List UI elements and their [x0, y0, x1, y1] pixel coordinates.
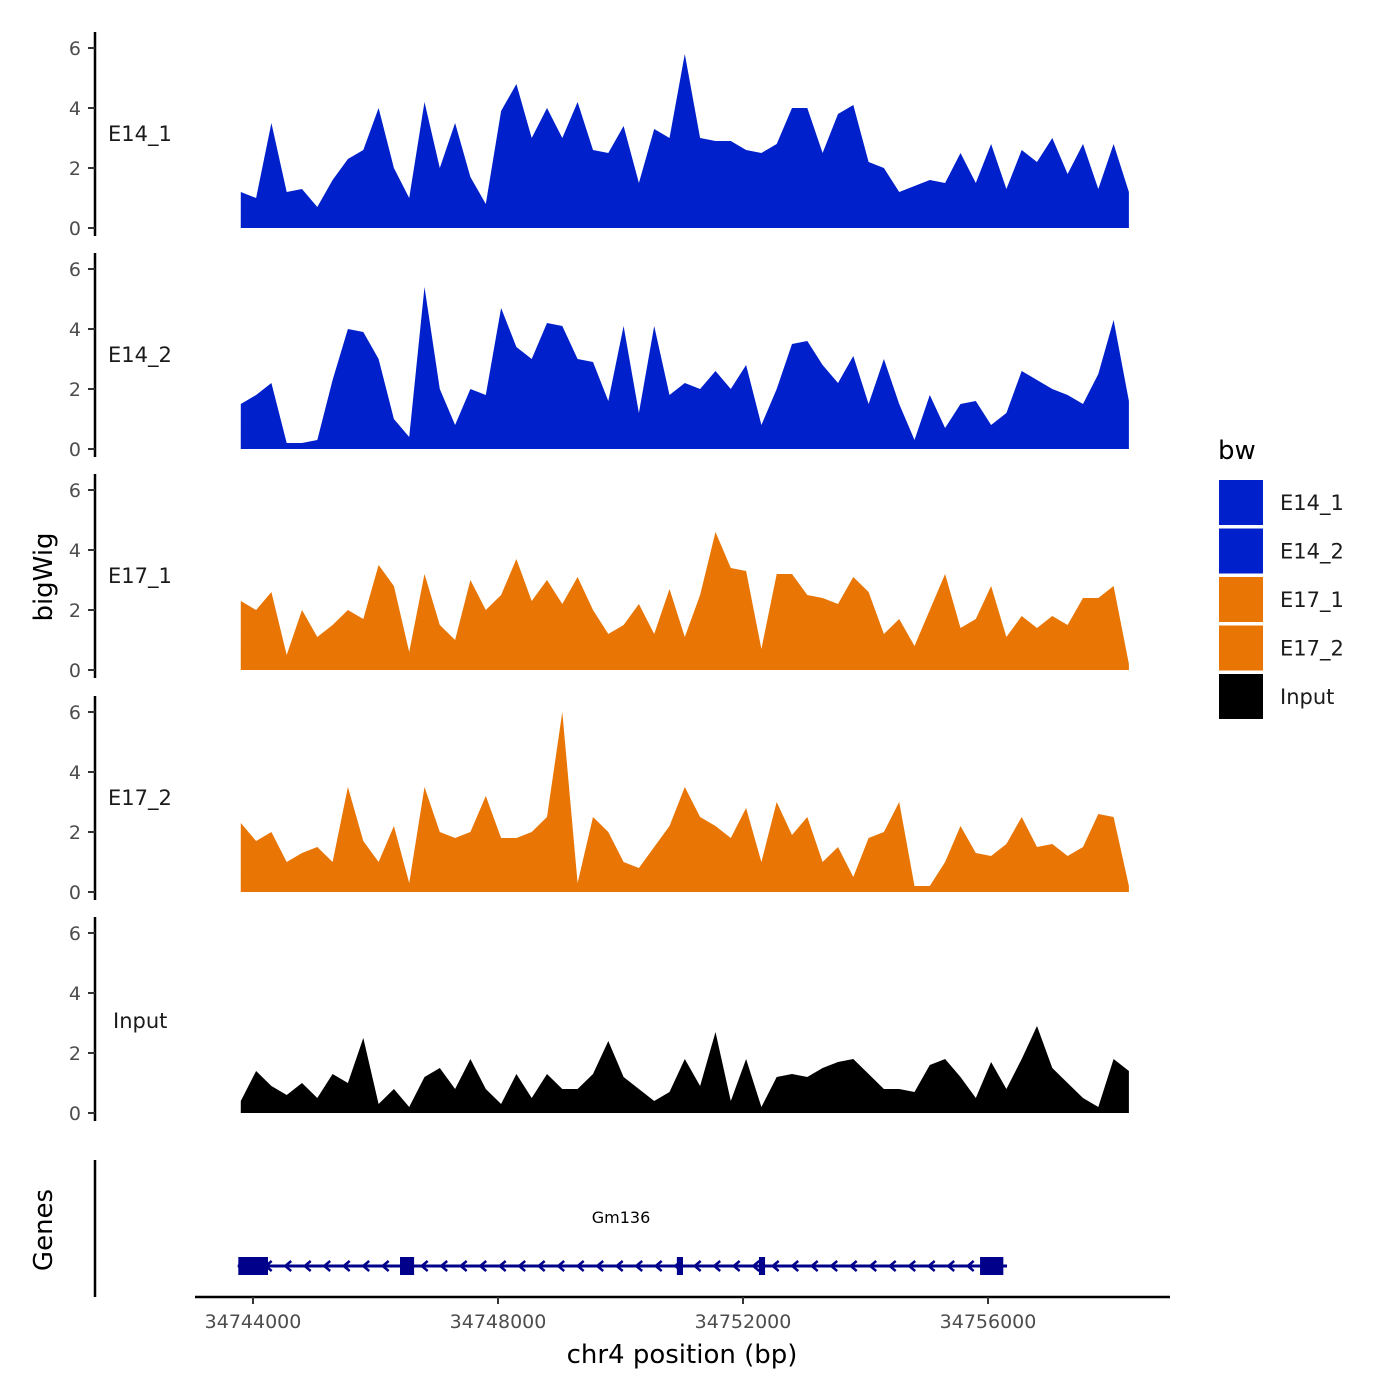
strand-arrow-icon: [439, 1260, 448, 1272]
strand-arrow-icon: [887, 1260, 897, 1272]
strand-arrow-icon: [712, 1260, 721, 1272]
strand-arrow-icon: [848, 1260, 858, 1272]
y-tick-label: 2: [69, 158, 81, 180]
x-tick-label: 34744000: [205, 1311, 302, 1333]
y-tick-label: 4: [69, 983, 81, 1005]
track-label: E14_2: [108, 343, 172, 368]
legend-swatch-E14_2: [1219, 528, 1263, 574]
strand-arrow-icon: [575, 1260, 585, 1272]
strand-arrow-icon: [517, 1260, 526, 1272]
coverage-area-E14_2: [240, 287, 1129, 449]
y-tick-label: 0: [69, 1103, 81, 1125]
y-tick-label: 2: [69, 1043, 81, 1065]
track-E17_2: 0 2 4 6 E17_2: [69, 696, 1129, 904]
legend-label: E17_2: [1280, 637, 1344, 662]
strand-arrow-icon: [946, 1260, 955, 1272]
y-tick-label: 2: [69, 379, 81, 401]
strand-arrow-icon: [926, 1260, 936, 1272]
y-tick-label: 2: [69, 600, 81, 622]
coverage-area-E17_2: [240, 712, 1129, 892]
strand-arrow-icon: [556, 1260, 565, 1272]
coverage-area-E14_1: [240, 54, 1129, 228]
y-tick-label: 6: [69, 38, 81, 60]
track-E17_1: 0 2 4 6 E17_1: [69, 474, 1129, 682]
strand-arrow-icon: [380, 1260, 390, 1272]
strand-arrow-icon: [536, 1260, 546, 1272]
strand-arrow-icon: [302, 1260, 312, 1272]
track-Input: 0 2 4 6 Input: [69, 917, 1129, 1125]
x-tick-label: 34752000: [695, 1311, 792, 1333]
y-tick-label: 0: [69, 660, 81, 682]
legend: bw E14_1 E14_2 E17_1 E17_2 Input: [1218, 436, 1344, 719]
strand-arrow-icon: [790, 1260, 799, 1272]
coverage-area-E17_1: [240, 532, 1129, 670]
track-E14_1: 0 2 4 6 E14_1: [69, 32, 1129, 240]
genes-axis-title: Genes: [29, 1189, 59, 1271]
coverage-area-Input: [240, 1026, 1129, 1113]
strand-arrow-icon: [770, 1260, 780, 1272]
legend-label: E17_1: [1280, 588, 1344, 613]
strand-arrow-icon: [595, 1260, 604, 1272]
strand-arrow-icon: [634, 1260, 643, 1272]
strand-arrow-icon: [361, 1260, 370, 1272]
y-tick-label: 0: [69, 882, 81, 904]
y-tick-label: 6: [69, 702, 81, 724]
legend-label: E14_1: [1280, 491, 1344, 516]
y-tick-label: 0: [69, 439, 81, 461]
y-tick-label: 6: [69, 480, 81, 502]
track-label: E14_1: [108, 122, 172, 147]
track-label: Input: [113, 1009, 167, 1033]
strand-arrow-icon: [478, 1260, 487, 1272]
legend-swatch-E14_1: [1219, 480, 1263, 525]
y-tick-label: 4: [69, 319, 81, 341]
strand-arrow-icon: [829, 1260, 838, 1272]
y-tick-label: 6: [69, 259, 81, 281]
y-tick-label: 6: [69, 923, 81, 945]
gene-exon: [238, 1257, 269, 1275]
strand-arrow-icon: [614, 1260, 624, 1272]
strand-arrow-icon: [497, 1260, 507, 1272]
strand-arrow-icon: [692, 1260, 702, 1272]
y-tick-label: 4: [69, 540, 81, 562]
y-tick-label: 4: [69, 762, 81, 784]
x-tick-label: 34756000: [940, 1311, 1037, 1333]
legend-swatch-Input: [1219, 674, 1263, 719]
track-E14_2: 0 2 4 6 E14_2: [69, 253, 1129, 461]
y-tick-label: 2: [69, 822, 81, 844]
legend-label: Input: [1280, 685, 1334, 709]
strand-arrow-icon: [965, 1260, 975, 1272]
strand-arrow-icon: [751, 1260, 760, 1272]
strand-arrow-icon: [458, 1260, 468, 1272]
strand-arrow-icon: [731, 1260, 741, 1272]
track-label: E17_2: [108, 786, 172, 811]
strand-arrow-icon: [868, 1260, 877, 1272]
gene-exon: [980, 1257, 1004, 1275]
strand-arrow-icon: [809, 1260, 819, 1272]
gene-exon: [676, 1257, 683, 1275]
strand-arrow-icon: [283, 1260, 292, 1272]
gene-exon: [400, 1257, 415, 1275]
strand-arrow-icon: [653, 1260, 663, 1272]
y-axis-title: bigWig: [29, 532, 59, 621]
gene-label: Gm136: [592, 1208, 651, 1227]
legend-swatch-E17_1: [1219, 577, 1263, 622]
strand-arrow-icon: [322, 1260, 331, 1272]
legend-label: E14_2: [1280, 540, 1344, 565]
x-axis-title: chr4 position (bp): [567, 1340, 798, 1370]
x-tick-label: 34748000: [450, 1311, 547, 1333]
y-tick-label: 0: [69, 218, 81, 240]
strand-arrow-icon: [907, 1260, 916, 1272]
legend-swatch-E17_2: [1219, 625, 1263, 671]
track-label: E17_1: [108, 564, 172, 589]
gene-exon: [758, 1257, 766, 1275]
y-tick-label: 4: [69, 98, 81, 120]
strand-arrow-icon: [341, 1260, 351, 1272]
strand-arrow-icon: [419, 1260, 429, 1272]
legend-title: bw: [1218, 436, 1256, 466]
